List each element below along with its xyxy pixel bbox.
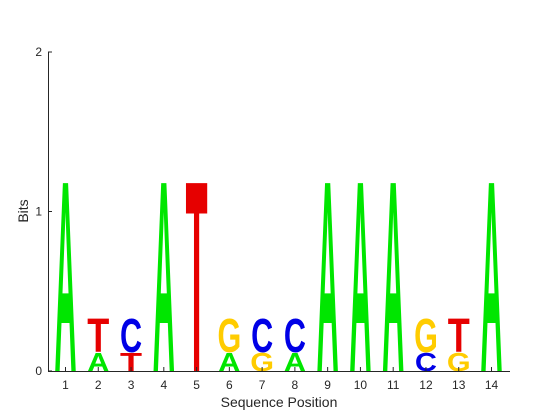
plot-area <box>47 51 511 372</box>
x-tick-label: 2 <box>95 378 102 392</box>
letter-A: A <box>382 125 404 420</box>
y-tick-label: 1 <box>35 205 42 219</box>
x-tick-label: 11 <box>387 378 400 392</box>
x-axis-ticks: 1 2 3 4 5 6 7 8 9 10 11 12 13 14 <box>62 367 498 392</box>
x-tick-label: 13 <box>452 378 466 392</box>
letter-C: C <box>120 309 142 363</box>
letter-A: A <box>153 125 175 420</box>
letter-G: G <box>414 309 438 363</box>
x-tick-label: 7 <box>259 378 266 392</box>
x-tick-label: 1 <box>62 378 69 392</box>
letter-T: T <box>120 347 142 377</box>
x-tick-label: 12 <box>419 378 433 392</box>
letter-C: C <box>284 309 306 363</box>
y-axis-ticks: 0 1 2 <box>35 45 52 378</box>
letter-T: T <box>186 126 208 420</box>
letter-A: A <box>218 348 240 377</box>
letter-G: G <box>447 348 471 377</box>
x-tick-label: 14 <box>485 378 499 392</box>
letter-A: A <box>87 348 109 377</box>
x-tick-label: 3 <box>128 378 135 392</box>
x-tick-label: 4 <box>160 378 167 392</box>
y-tick-label: 0 <box>35 364 42 378</box>
x-tick-label: 8 <box>292 378 299 392</box>
letter-A: A <box>349 125 371 420</box>
letter-A: A <box>284 348 306 377</box>
x-tick-label: 9 <box>324 378 331 392</box>
letter-T: T <box>87 310 109 363</box>
letter-G: G <box>250 348 274 377</box>
letter-A: A <box>480 125 502 420</box>
y-axis-label: Bits <box>15 199 31 222</box>
letter-A: A <box>54 125 76 420</box>
letter-C: C <box>415 348 437 377</box>
x-tick-label: 5 <box>193 378 200 392</box>
letter-G: G <box>217 309 241 363</box>
x-axis-label: Sequence Position <box>221 394 338 410</box>
letter-T: T <box>448 310 470 363</box>
letter-A: A <box>317 125 339 420</box>
letter-C: C <box>251 309 273 363</box>
y-tick-label: 2 <box>35 45 42 59</box>
x-tick-label: 10 <box>354 378 368 392</box>
x-tick-label: 6 <box>226 378 233 392</box>
